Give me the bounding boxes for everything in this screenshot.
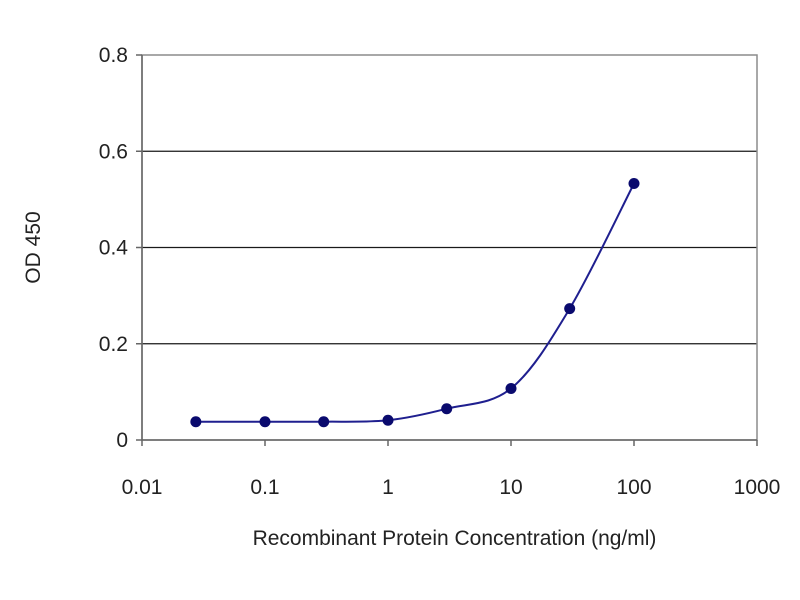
y-axis-title: OD 450 xyxy=(22,211,45,283)
series-line xyxy=(195,183,635,423)
x-tick-label-1: 0.1 xyxy=(250,476,279,499)
data-point-6 xyxy=(564,303,576,315)
data-point-2 xyxy=(318,416,330,428)
data-point-7 xyxy=(628,177,640,189)
x-axis-ticks: 0.01 0.1 1 10 100 1000 xyxy=(122,440,781,499)
y-tick-label-4: 0.8 xyxy=(99,44,128,67)
data-point-0 xyxy=(190,416,202,428)
x-tick-label-0: 0.01 xyxy=(122,476,163,499)
data-points xyxy=(190,177,640,428)
x-tick-label-3: 10 xyxy=(499,476,522,499)
y-tick-label-1: 0.2 xyxy=(99,333,128,356)
data-point-5 xyxy=(505,383,517,395)
grid-lines xyxy=(142,150,757,345)
x-tick-label-4: 100 xyxy=(616,476,651,499)
data-point-4 xyxy=(441,403,453,415)
y-tick-label-2: 0.4 xyxy=(99,237,129,260)
data-point-3 xyxy=(382,414,394,426)
y-tick-label-3: 0.6 xyxy=(99,140,128,163)
x-tick-label-2: 1 xyxy=(382,476,394,499)
y-axis-ticks: 0 0.2 0.4 0.6 0.8 xyxy=(99,44,142,452)
x-axis-title: Recombinant Protein Concentration (ng/ml… xyxy=(253,527,657,550)
x-tick-label-5: 1000 xyxy=(734,476,781,499)
y-tick-label-0: 0 xyxy=(116,429,128,452)
data-point-1 xyxy=(259,416,271,428)
